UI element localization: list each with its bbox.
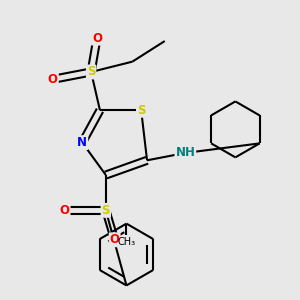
Text: CH₃: CH₃ <box>117 237 136 247</box>
Text: O: O <box>92 32 102 45</box>
Text: NH: NH <box>176 146 195 159</box>
Text: S: S <box>102 204 110 217</box>
Text: N: N <box>77 136 87 149</box>
Text: S: S <box>87 65 95 79</box>
Text: S: S <box>137 104 146 117</box>
Text: O: O <box>48 73 58 86</box>
Text: O: O <box>60 204 70 217</box>
Text: O: O <box>110 233 120 246</box>
